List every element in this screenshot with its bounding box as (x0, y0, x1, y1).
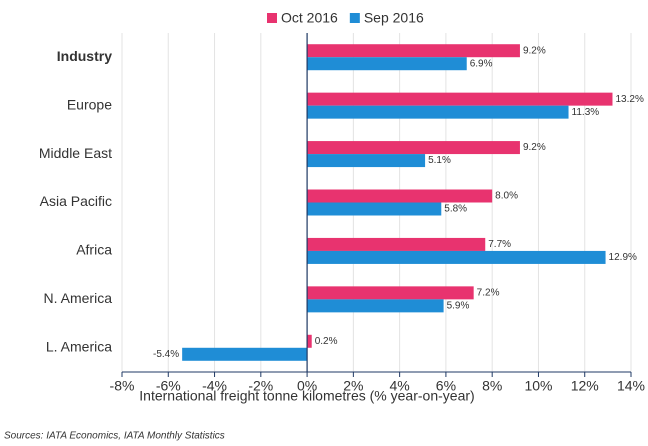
bar (307, 286, 474, 300)
bar (307, 44, 520, 58)
bar (307, 92, 613, 106)
value-label: 7.7% (488, 239, 511, 250)
value-label: 5.1% (428, 155, 451, 166)
bar (182, 347, 308, 361)
value-label: 13.2% (615, 94, 643, 105)
bar (307, 299, 444, 313)
bar (307, 250, 606, 264)
x-tick-label: 8% (482, 378, 502, 394)
y-tick-label: Asia Pacific (40, 193, 112, 209)
legend-label: Sep 2016 (364, 10, 424, 26)
bar (307, 141, 520, 155)
y-tick-label: N. America (44, 290, 113, 306)
y-tick-label: L. America (46, 338, 112, 354)
value-label: 11.3% (572, 107, 600, 118)
value-label: 5.8% (444, 204, 467, 215)
value-label: 9.2% (523, 45, 546, 56)
x-tick-label: 10% (524, 378, 552, 394)
x-tick-label: -2% (248, 378, 273, 394)
x-tick-label: 2% (343, 378, 363, 394)
x-tick-label: 6% (436, 378, 456, 394)
value-label: 5.9% (447, 300, 470, 311)
x-axis-label: International freight tonne kilometres (… (139, 388, 474, 404)
y-tick-label: Industry (57, 48, 112, 64)
value-label: -5.4% (153, 349, 179, 360)
bar (307, 202, 442, 216)
legend-swatch (349, 13, 360, 23)
bar (307, 57, 467, 71)
value-label: 8.0% (495, 191, 518, 202)
x-tick-label: -6% (156, 378, 181, 394)
value-label: 0.2% (315, 336, 338, 347)
x-tick-label: 12% (571, 378, 599, 394)
bar (307, 189, 493, 203)
x-tick-label: -8% (110, 378, 135, 394)
source-note: Sources: IATA Economics, IATA Monthly St… (4, 431, 225, 442)
legend-swatch (267, 13, 277, 23)
bar (307, 334, 312, 348)
x-tick-label: -4% (202, 378, 227, 394)
legend-label: Oct 2016 (281, 10, 338, 26)
y-tick-label: Africa (76, 242, 112, 258)
x-tick-label: 0% (297, 378, 317, 394)
bar (307, 105, 569, 119)
bar (307, 237, 486, 251)
y-tick-label: Europe (67, 96, 112, 112)
x-tick-label: 14% (617, 378, 645, 394)
value-label: 12.9% (609, 252, 637, 263)
bar (307, 154, 426, 168)
y-tick-label: Middle East (39, 145, 112, 161)
value-label: 9.2% (523, 142, 546, 153)
value-label: 7.2% (477, 287, 500, 298)
value-label: 6.9% (470, 58, 493, 69)
x-tick-label: 4% (390, 378, 410, 394)
